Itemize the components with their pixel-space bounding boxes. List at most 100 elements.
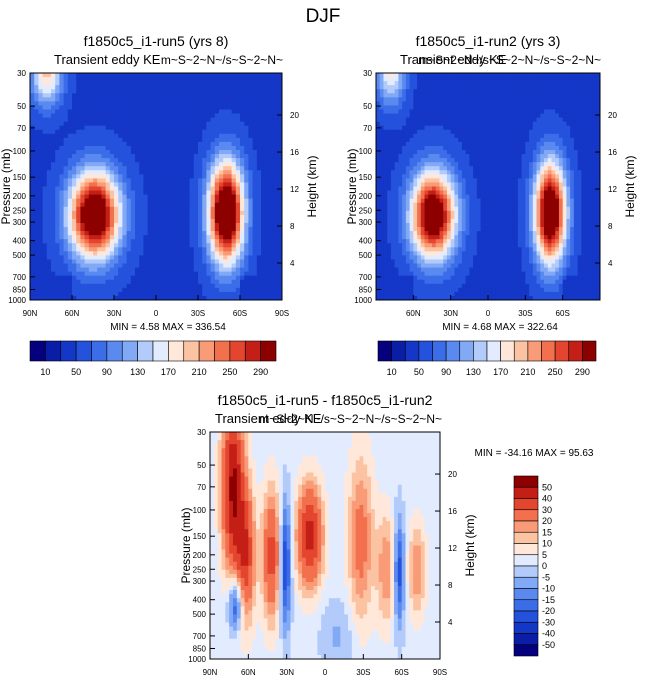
field-cell bbox=[63, 178, 69, 184]
field-cell bbox=[38, 255, 44, 261]
field-cell bbox=[156, 206, 161, 212]
field-cell bbox=[573, 158, 579, 163]
field-cell bbox=[379, 105, 385, 111]
field-cell bbox=[193, 97, 199, 102]
field-cell bbox=[118, 113, 123, 119]
field-cell bbox=[273, 166, 279, 171]
field-cell bbox=[405, 81, 411, 86]
field-cell bbox=[84, 125, 90, 131]
field-cell bbox=[244, 295, 249, 300]
field-cell bbox=[72, 190, 77, 196]
field-cell bbox=[126, 275, 132, 281]
field-cell bbox=[147, 109, 153, 115]
field-cell bbox=[227, 158, 233, 163]
field-cell bbox=[34, 73, 39, 78]
field-cell bbox=[435, 137, 441, 143]
field-cell bbox=[390, 158, 396, 163]
field-cell bbox=[231, 259, 237, 265]
field-cell bbox=[398, 113, 403, 119]
field-cell bbox=[172, 113, 178, 119]
field-cell bbox=[227, 89, 233, 94]
field-cell bbox=[97, 162, 102, 167]
field-cell bbox=[424, 117, 429, 123]
field-cell bbox=[269, 267, 275, 273]
field-cell bbox=[577, 170, 582, 175]
field-cell bbox=[469, 81, 474, 86]
field-cell bbox=[588, 162, 594, 167]
field-cell bbox=[109, 141, 115, 147]
field-cell bbox=[160, 109, 165, 115]
field-cell bbox=[261, 247, 266, 252]
field-cell bbox=[38, 227, 44, 232]
field-cell bbox=[248, 279, 254, 285]
field-cell bbox=[93, 101, 98, 107]
field-cell bbox=[118, 295, 123, 300]
field-cell bbox=[143, 206, 149, 212]
field-cell bbox=[206, 77, 212, 82]
field-cell bbox=[502, 125, 508, 131]
field-cell bbox=[269, 186, 275, 192]
field-cell bbox=[160, 77, 165, 82]
field-cell bbox=[277, 194, 282, 200]
field-cell bbox=[529, 141, 534, 147]
field-cell bbox=[409, 105, 414, 111]
field-cell bbox=[450, 93, 455, 98]
field-cell bbox=[72, 174, 77, 179]
field-cell bbox=[443, 158, 448, 163]
field-cell bbox=[269, 255, 275, 261]
field-cell bbox=[156, 255, 161, 261]
field-cell bbox=[231, 291, 237, 297]
field-cell bbox=[76, 150, 81, 155]
field-cell bbox=[383, 137, 388, 143]
field-cell bbox=[394, 137, 399, 143]
field-cell bbox=[34, 101, 39, 107]
field-cell bbox=[88, 271, 94, 277]
field-cell bbox=[502, 141, 508, 147]
field-cell bbox=[172, 227, 178, 232]
field-cell bbox=[547, 101, 553, 107]
field-cell bbox=[135, 150, 140, 155]
field-cell bbox=[126, 271, 132, 277]
field-cell bbox=[219, 129, 224, 135]
field-cell bbox=[189, 243, 195, 248]
field-cell bbox=[495, 133, 500, 139]
field-cell bbox=[76, 145, 81, 151]
field-cell bbox=[177, 89, 182, 94]
field-cell bbox=[261, 279, 266, 285]
field-cell bbox=[261, 198, 266, 204]
field-cell bbox=[109, 121, 115, 127]
field-cell bbox=[214, 150, 220, 155]
field-cell bbox=[80, 141, 86, 147]
field-cell bbox=[219, 97, 224, 102]
field-cell bbox=[93, 198, 98, 204]
field-cell bbox=[379, 137, 385, 143]
y-tick-label: 150 bbox=[13, 173, 27, 182]
field-cell bbox=[555, 129, 560, 135]
field-cell bbox=[202, 158, 207, 163]
field-cell bbox=[424, 101, 429, 107]
field-cell bbox=[51, 166, 56, 171]
field-cell bbox=[273, 89, 279, 94]
field-cell bbox=[88, 89, 94, 94]
field-cell bbox=[63, 105, 69, 111]
field-cell bbox=[206, 85, 212, 90]
field-cell bbox=[428, 109, 433, 115]
field-cell bbox=[592, 101, 597, 107]
field-cell bbox=[185, 77, 191, 82]
field-cell bbox=[147, 202, 153, 208]
field-cell bbox=[458, 117, 463, 123]
field-cell bbox=[551, 89, 556, 94]
field-cell bbox=[566, 85, 571, 90]
field-cell bbox=[151, 190, 157, 196]
field-cell bbox=[277, 121, 282, 127]
field-cell bbox=[38, 295, 44, 300]
field-cell bbox=[181, 97, 186, 102]
field-cell bbox=[206, 101, 212, 107]
field-cell bbox=[529, 109, 534, 115]
field-cell bbox=[405, 85, 411, 90]
field-cell bbox=[76, 267, 81, 273]
field-cell bbox=[118, 158, 123, 163]
field-cell bbox=[51, 235, 56, 240]
field-cell bbox=[517, 174, 523, 179]
field-cell bbox=[135, 174, 140, 179]
